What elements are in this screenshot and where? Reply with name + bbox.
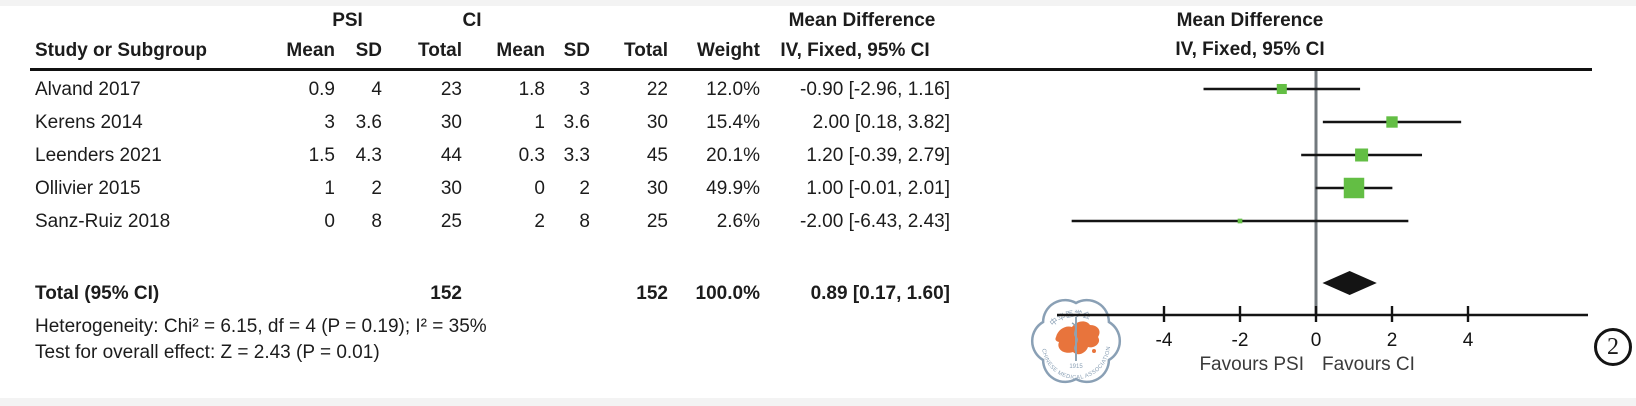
cell-weight: 49.9% — [706, 178, 760, 199]
favours-right-label: Favours CI — [1322, 354, 1415, 375]
cell-psi_mean: 0.9 — [308, 79, 335, 100]
cell-ci_mean: 1.8 — [518, 79, 545, 100]
header-rule — [30, 68, 1592, 71]
cell-psi_mean: 0 — [324, 211, 335, 232]
total-weight: 100.0% — [695, 283, 760, 304]
cell-ci_sd: 2 — [579, 178, 590, 199]
table-header-row: Study or Subgroup Mean SD Total Mean SD … — [35, 37, 950, 65]
overall-effect-note: Test for overall effect: Z = 2.43 (P = 0… — [35, 342, 380, 363]
cell-weight: 2.6% — [716, 211, 760, 232]
col-header-psi-mean: Mean — [286, 40, 335, 61]
study-row: Leenders 2021 1.5 4.3 44 0.3 3.3 45 20.1% 1.20 [… — [35, 139, 950, 172]
x-tick-label-2: 2 — [1387, 330, 1398, 351]
cell-name: Leenders 2021 — [35, 145, 162, 166]
ci-group-header: CI — [462, 10, 482, 31]
cell-ci_mean: 0.3 — [518, 145, 545, 166]
cell-ci_sd: 3.6 — [563, 112, 590, 133]
effect-square-3 — [1343, 177, 1365, 199]
psi-group-header: PSI — [332, 10, 363, 31]
cell-md_label: -2.00 [-6.43, 2.43] — [800, 211, 950, 232]
page-edge-bottom — [0, 398, 1636, 406]
effect-square-4 — [1237, 218, 1243, 224]
cma-watermark-logo: 中华医学会 CHINESE MEDICAL ASSOCIATION 1915 — [1030, 298, 1122, 384]
cell-ci_total: 30 — [646, 112, 668, 133]
total-diamond — [1322, 271, 1377, 295]
col-header-ci-sd: SD — [563, 40, 590, 61]
cell-ci_mean: 1 — [534, 112, 545, 133]
cell-psi_sd: 8 — [371, 211, 382, 232]
cell-psi_sd: 4.3 — [355, 145, 382, 166]
cell-ci_sd: 3 — [579, 79, 590, 100]
cell-ci_total: 22 — [646, 79, 668, 100]
effect-square-0 — [1276, 83, 1287, 95]
total-ci-n: 152 — [636, 283, 668, 304]
study-row: Sanz-Ruiz 2018 0 8 25 2 8 25 2.6% -2.00 [-6.43, … — [35, 205, 950, 238]
cell-weight: 20.1% — [706, 145, 760, 166]
col-header-ci-total: Total — [624, 40, 668, 61]
page-edge-top — [0, 0, 1636, 6]
logo-china-map — [1055, 321, 1100, 355]
heterogeneity-note: Heterogeneity: Chi² = 6.15, df = 4 (P = … — [35, 316, 487, 337]
cell-weight: 12.0% — [706, 79, 760, 100]
cell-ci_total: 30 — [646, 178, 668, 199]
cell-ci_sd: 8 — [579, 211, 590, 232]
col-header-study: Study or Subgroup — [35, 40, 208, 61]
cell-name: Alvand 2017 — [35, 79, 141, 100]
cell-md_label: -0.90 [-2.96, 1.16] — [800, 79, 950, 100]
plot-subtitle: IV, Fixed, 95% CI — [1175, 39, 1325, 60]
col-header-md: IV, Fixed, 95% CI — [780, 40, 930, 61]
col-header-weight: Weight — [697, 40, 760, 61]
x-tick-label--2: -2 — [1232, 330, 1249, 351]
cell-name: Sanz-Ruiz 2018 — [35, 211, 171, 232]
col-header-psi-sd: SD — [355, 40, 382, 61]
cell-ci_total: 45 — [646, 145, 668, 166]
plot-title: Mean Difference — [1176, 10, 1324, 31]
effect-square-2 — [1355, 148, 1369, 162]
x-tick-label--4: -4 — [1156, 330, 1173, 351]
x-tick-label-0: 0 — [1311, 330, 1322, 351]
cell-md_label: 1.20 [-0.39, 2.79] — [806, 145, 950, 166]
cell-psi_total: 23 — [440, 79, 462, 100]
cell-md_label: 2.00 [0.18, 3.82] — [812, 112, 950, 133]
cell-weight: 15.4% — [706, 112, 760, 133]
col-header-ci-mean: Mean — [496, 40, 545, 61]
favours-left-label: Favours PSI — [1199, 354, 1304, 375]
cell-md_label: 1.00 [-0.01, 2.01] — [806, 178, 950, 199]
cell-ci_mean: 0 — [534, 178, 545, 199]
total-row: Total (95% CI) 152 152 100.0% 0.89 [0.17… — [35, 277, 950, 310]
md-column-title: Mean Difference — [788, 10, 936, 31]
cell-psi_total: 44 — [440, 145, 462, 166]
logo-year: 1915 — [1069, 364, 1083, 370]
cell-ci_mean: 2 — [534, 211, 545, 232]
study-row: Ollivier 2015 1 2 30 0 2 30 49.9% 1.00 [-0.01, 2… — [35, 172, 950, 205]
cell-psi_mean: 1.5 — [308, 145, 335, 166]
panel-number-badge: 2 — [1594, 328, 1632, 366]
cell-psi_total: 30 — [440, 112, 462, 133]
cell-psi_total: 25 — [440, 211, 462, 232]
total-psi-n: 152 — [430, 283, 462, 304]
total-label: Total (95% CI) — [35, 283, 160, 304]
cell-psi_sd: 3.6 — [355, 112, 382, 133]
cell-ci_total: 25 — [646, 211, 668, 232]
logo-snake — [1071, 322, 1078, 352]
x-tick-label-4: 4 — [1463, 330, 1474, 351]
cell-psi_mean: 3 — [324, 112, 335, 133]
cell-psi_mean: 1 — [324, 178, 335, 199]
col-header-psi-total: Total — [418, 40, 462, 61]
study-row: Kerens 2014 3 3.6 30 1 3.6 30 15.4% 2.00 [0.18, … — [35, 106, 950, 139]
effect-square-1 — [1386, 116, 1398, 128]
cell-ci_sd: 3.3 — [563, 145, 590, 166]
logo-island-dot — [1092, 349, 1096, 353]
cell-name: Ollivier 2015 — [35, 178, 141, 199]
study-row: Alvand 2017 0.9 4 23 1.8 3 22 12.0% -0.90 [-2.96… — [35, 73, 950, 106]
cell-psi_sd: 4 — [371, 79, 382, 100]
cell-name: Kerens 2014 — [35, 112, 143, 133]
cell-psi_sd: 2 — [371, 178, 382, 199]
cell-psi_total: 30 — [440, 178, 462, 199]
total-md-value: 0.89 [0.17, 1.60] — [810, 283, 950, 304]
